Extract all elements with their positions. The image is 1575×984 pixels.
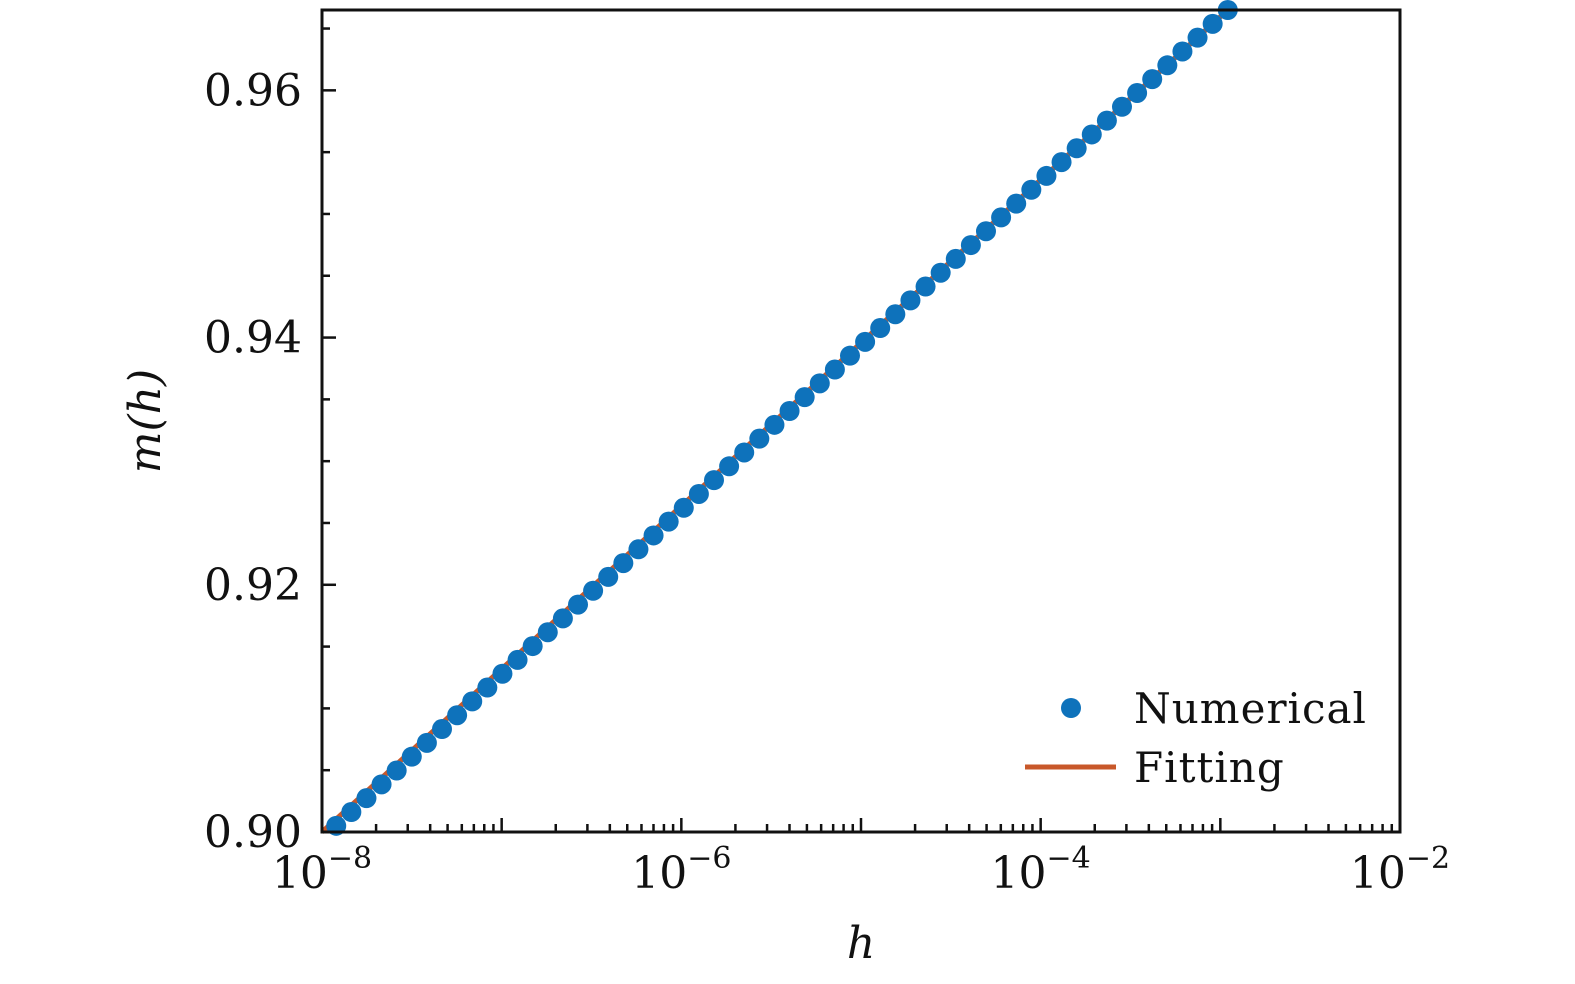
data-point xyxy=(568,594,589,615)
data-point xyxy=(1111,96,1132,117)
data-point xyxy=(1142,69,1163,90)
data-point xyxy=(583,580,604,601)
data-point xyxy=(809,373,830,394)
data-point xyxy=(1172,41,1193,62)
x-tick-label: 10−2 xyxy=(1350,841,1450,899)
data-point xyxy=(703,470,724,491)
data-point xyxy=(432,719,453,740)
data-point xyxy=(673,497,694,518)
data-point xyxy=(552,608,573,629)
data-point xyxy=(643,525,664,546)
data-point xyxy=(900,290,921,311)
data-point xyxy=(975,221,996,242)
data-point xyxy=(870,318,891,339)
data-point xyxy=(371,774,392,795)
numerical-points xyxy=(326,0,1238,836)
data-point xyxy=(1157,55,1178,76)
data-point xyxy=(779,400,800,421)
data-point xyxy=(719,456,740,477)
data-point xyxy=(492,663,513,684)
data-point xyxy=(1051,152,1072,173)
x-axis-label: h xyxy=(847,918,875,969)
y-tick-label: 0.92 xyxy=(204,560,302,611)
data-point xyxy=(824,359,845,380)
data-point xyxy=(1202,13,1223,34)
x-axis-tick-labels: 10−8 10−6 10−4 10−2 xyxy=(272,841,1450,899)
y-axis-ticks xyxy=(322,27,336,834)
data-point xyxy=(688,483,709,504)
y-axis-label: m(h) xyxy=(120,369,171,473)
legend-label-numerical: Numerical xyxy=(1134,684,1367,733)
data-point xyxy=(960,235,981,256)
data-point xyxy=(477,677,498,698)
data-point xyxy=(734,442,755,463)
data-point xyxy=(1036,165,1057,186)
x-tick-label: 10−8 xyxy=(272,841,372,899)
y-tick-label: 0.96 xyxy=(204,65,302,116)
data-point xyxy=(386,760,407,781)
data-point xyxy=(749,428,770,449)
plot-frame xyxy=(320,8,1402,834)
data-point xyxy=(1127,82,1148,103)
x-tick-label: 10−6 xyxy=(631,841,731,899)
data-point xyxy=(1081,124,1102,145)
data-point xyxy=(628,539,649,560)
data-point xyxy=(1066,138,1087,159)
data-point xyxy=(658,511,679,532)
data-point xyxy=(839,345,860,366)
data-point xyxy=(855,331,876,352)
data-point xyxy=(462,691,483,712)
data-point xyxy=(341,801,362,822)
data-point xyxy=(537,622,558,643)
y-tick-label: 0.90 xyxy=(204,807,302,858)
data-point xyxy=(1021,179,1042,200)
data-point xyxy=(598,566,619,587)
data-point xyxy=(1187,27,1208,48)
data-point xyxy=(991,207,1012,228)
data-point xyxy=(356,788,377,809)
y-tick-label: 0.94 xyxy=(204,313,302,364)
x-tick-label: 10−4 xyxy=(991,841,1091,899)
data-point xyxy=(915,276,936,297)
data-point xyxy=(447,705,468,726)
y-axis-tick-labels: 0.90 0.92 0.94 0.96 xyxy=(204,65,302,858)
data-point xyxy=(885,304,906,325)
data-point xyxy=(945,248,966,269)
data-point xyxy=(1096,110,1117,131)
data-point xyxy=(794,387,815,408)
data-point xyxy=(416,732,437,753)
legend: Numerical Fitting xyxy=(1025,684,1367,792)
legend-marker-numerical xyxy=(1061,698,1081,718)
data-point xyxy=(507,649,528,670)
data-point xyxy=(930,262,951,283)
data-point xyxy=(1006,193,1027,214)
x-axis-ticks xyxy=(320,818,1394,832)
data-point xyxy=(522,636,543,657)
legend-label-fitting: Fitting xyxy=(1134,743,1285,792)
data-point xyxy=(613,553,634,574)
data-point xyxy=(401,746,422,767)
data-point xyxy=(764,414,785,435)
